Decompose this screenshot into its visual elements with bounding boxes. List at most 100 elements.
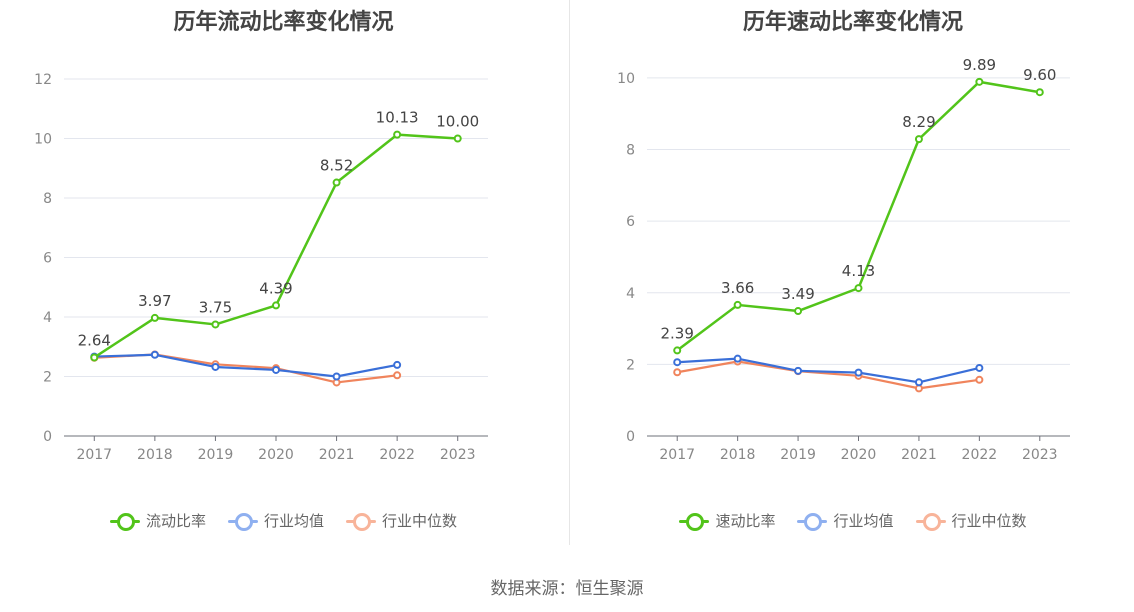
data-point [914, 135, 923, 144]
legend-marker-icon [227, 512, 258, 531]
y-tick-label: 2 [626, 357, 635, 373]
legend-marker-icon [346, 512, 376, 531]
chart-title: 历年速动比率变化情况 [742, 10, 963, 35]
legend-label: 速动比率 [715, 512, 776, 530]
data-point [272, 301, 280, 310]
series-line [676, 80, 1040, 352]
y-tick-label: 8 [626, 143, 635, 159]
data-point [393, 360, 402, 369]
x-tick-label: 2019 [198, 447, 234, 463]
series-line [677, 357, 980, 384]
quick-ratio-chart: 历年速动比率变化情况 0 2 4 6 8 10 2017 2018 2019 2020 2021 20… [572, 0, 1134, 545]
y-tick-label: 6 [626, 214, 635, 230]
legend-label: 行业中位数 [382, 512, 458, 530]
legend-marker-icon [109, 512, 140, 531]
data-point [673, 368, 682, 377]
y-tick-label: 8 [43, 191, 52, 207]
data-point [211, 362, 220, 371]
y-tick-label: 4 [43, 310, 52, 326]
data-point [673, 346, 682, 355]
data-label: 4.39 [259, 279, 292, 297]
data-point [975, 375, 984, 384]
data-label: 9.60 [1023, 66, 1056, 84]
series-line [94, 353, 398, 378]
data-point [393, 371, 402, 380]
data-source: 数据来源：恒生聚源 [490, 579, 644, 599]
x-tick-label: 2022 [379, 447, 415, 463]
data-point [1035, 88, 1044, 97]
data-label: 3.49 [781, 285, 814, 303]
legend-label: 行业中位数 [951, 512, 1027, 530]
legend-item-quick-ratio[interactable]: 速动比率 [679, 510, 775, 531]
data-point [211, 320, 220, 329]
legend-marker-icon [915, 512, 946, 531]
data-label: 3.97 [138, 292, 171, 310]
data-point [975, 77, 984, 86]
y-tick-label: 0 [626, 429, 635, 445]
legend-item-industry-mean[interactable]: 行业均值 [227, 510, 324, 531]
x-tick-label: 2021 [319, 447, 355, 463]
data-point [794, 366, 803, 375]
x-tick-label: 2019 [780, 447, 816, 463]
data-point [272, 365, 280, 374]
y-tick-label: 10 [617, 71, 635, 87]
data-label: 8.29 [902, 113, 935, 131]
x-tick-label: 2020 [841, 447, 877, 463]
x-tick-label: 2018 [720, 447, 756, 463]
data-point [794, 307, 803, 316]
data-label: 3.66 [721, 279, 754, 297]
data-point [332, 178, 341, 187]
data-point [733, 354, 742, 363]
chart-title: 历年流动比率变化情况 [173, 10, 394, 35]
data-point [854, 284, 863, 293]
data-point [90, 353, 99, 362]
data-label: 10.13 [376, 109, 419, 127]
panel-divider [569, 0, 570, 545]
y-tick-label: 0 [43, 429, 52, 445]
legend-label: 流动比率 [145, 512, 206, 530]
x-tick-label: 2020 [258, 447, 294, 463]
data-point [733, 300, 742, 309]
data-point [854, 368, 863, 377]
current-ratio-plot: 0 2 4 6 8 10 12 2017 2018 2019 2020 2021 2022 2023 2.6… [34, 72, 488, 463]
legend-item-industry-mean[interactable]: 行业均值 [797, 510, 894, 531]
data-label: 8.52 [320, 157, 353, 175]
legend-marker-icon [679, 512, 710, 531]
legend-marker-icon [797, 512, 828, 531]
x-tick-label: 2018 [137, 447, 173, 463]
x-tick-label: 2017 [76, 447, 112, 463]
x-tick-label: 2023 [1022, 447, 1058, 463]
legend-label: 行业均值 [833, 512, 894, 530]
y-tick-label: 10 [34, 132, 52, 148]
legend-item-industry-median[interactable]: 行业中位数 [915, 510, 1027, 531]
data-point [150, 350, 159, 359]
chart-legend: 速动比率 行业均值 行业中位数 [572, 510, 1134, 531]
x-tick-label: 2017 [659, 447, 695, 463]
series-line [93, 133, 458, 359]
data-point [332, 372, 341, 381]
data-point [150, 313, 159, 322]
x-tick-label: 2023 [440, 447, 476, 463]
data-label: 4.13 [842, 262, 875, 280]
y-tick-label: 6 [43, 251, 52, 267]
legend-label: 行业均值 [263, 512, 324, 530]
y-tick-label: 12 [34, 72, 52, 88]
data-point [393, 130, 402, 139]
quick-ratio-plot: 0 2 4 6 8 10 2017 2018 2019 2020 2021 2022 2023 2.39 3… [617, 56, 1070, 463]
chart-legend: 流动比率 行业均值 行业中位数 [0, 510, 567, 531]
y-tick-label: 2 [43, 370, 52, 386]
data-point [673, 358, 682, 367]
x-tick-label: 2021 [901, 447, 937, 463]
data-label: 10.00 [436, 113, 479, 131]
data-point [975, 363, 984, 372]
data-point [914, 378, 923, 387]
current-ratio-chart: 历年流动比率变化情况 0 2 4 6 8 10 12 2017 2018 2019 2020 2021… [0, 0, 567, 545]
legend-item-current-ratio[interactable]: 流动比率 [109, 510, 206, 531]
x-tick-label: 2022 [962, 447, 998, 463]
y-tick-label: 4 [626, 286, 635, 302]
series-line [677, 360, 980, 390]
data-label: 2.39 [661, 324, 694, 342]
data-label: 2.64 [78, 331, 111, 349]
legend-item-industry-median[interactable]: 行业中位数 [346, 510, 457, 531]
data-label: 3.75 [199, 298, 232, 316]
